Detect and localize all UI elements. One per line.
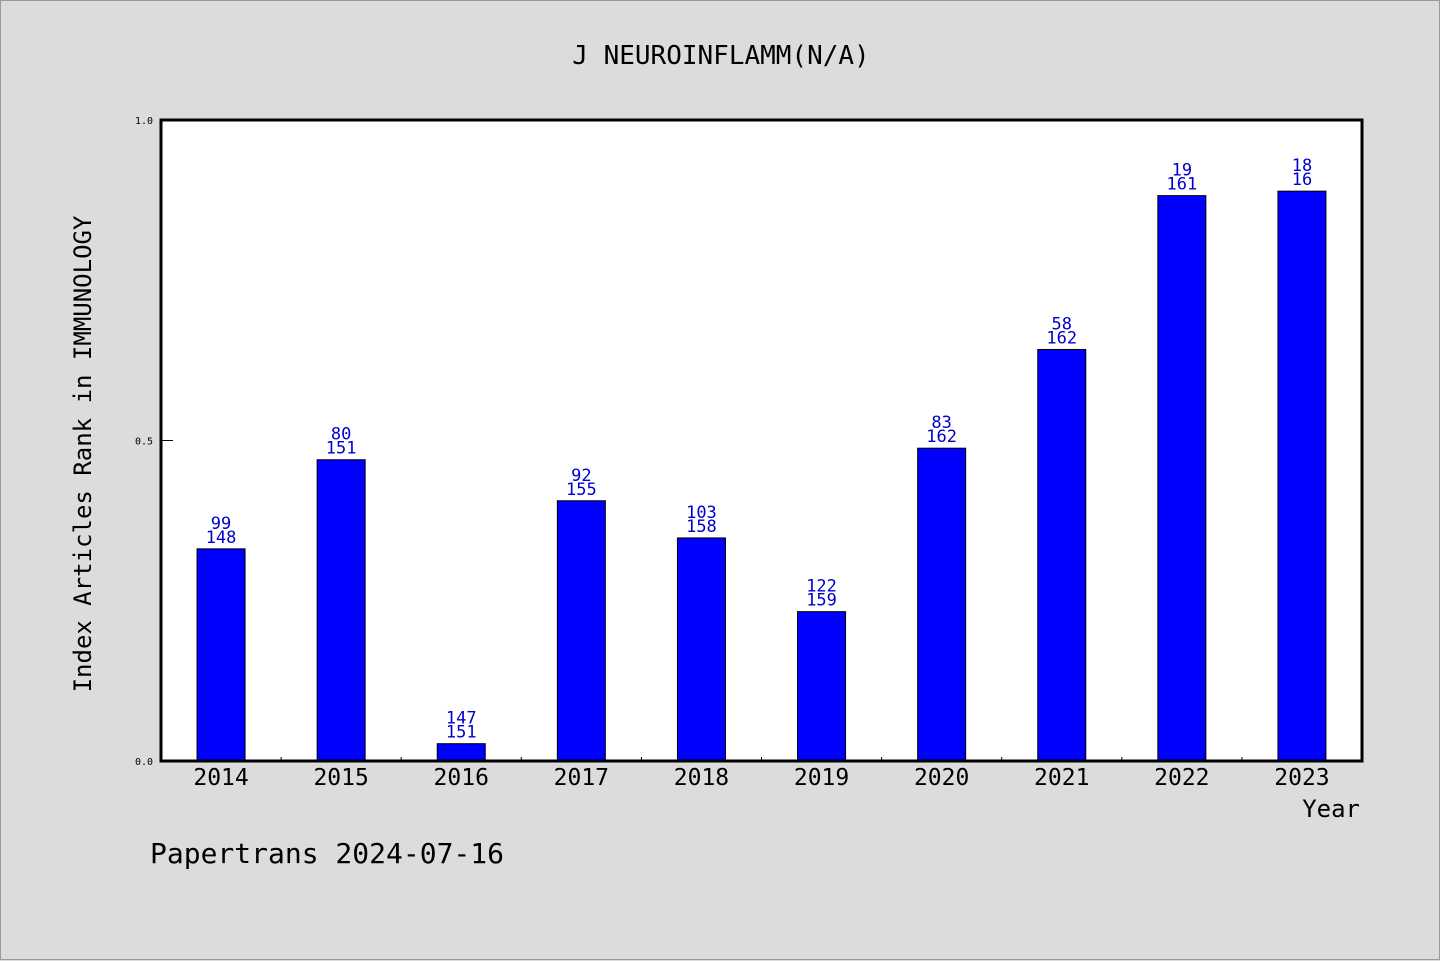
footer-credit: Papertrans 2024-07-16	[150, 837, 504, 870]
bar-label-top-2019: 122	[806, 577, 837, 597]
bar-2022	[1157, 195, 1207, 762]
bar-2017	[556, 500, 606, 762]
bar-label-bottom-2016: 151	[446, 723, 477, 743]
x-axis-label: Year	[1302, 795, 1360, 823]
bars-layer	[196, 190, 1327, 762]
bar-label-top-2023: 18	[1292, 156, 1312, 176]
y-tick-label: 0.0	[135, 757, 153, 768]
bar-2019	[797, 611, 847, 762]
ticks-layer: 2014 2015 2016 2017 2018 2019 2020 2021 2022 2023…	[135, 116, 1330, 791]
bar-label-bottom-2022: 161	[1166, 175, 1197, 195]
bar-label-bottom-2018: 158	[686, 517, 717, 537]
bar-label-top-2015: 80	[331, 425, 351, 445]
bar-2014	[196, 548, 246, 762]
bar-label-bottom-2021: 162	[1046, 328, 1077, 348]
bar-label-top-2020: 83	[931, 413, 951, 433]
x-tick-label-2016: 2016	[434, 765, 489, 791]
x-tick-label-2023: 2023	[1274, 765, 1329, 791]
x-tick-label-2015: 2015	[313, 765, 368, 791]
x-tick-label-2022: 2022	[1154, 765, 1209, 791]
bar-2023	[1277, 190, 1327, 762]
bar-2018	[676, 537, 726, 762]
bar-labels-layer: 9914880151147151921551031581221598316258…	[206, 156, 1313, 743]
bar-label-top-2016: 147	[446, 709, 477, 729]
x-tick-label-2017: 2017	[554, 765, 609, 791]
bar-label-bottom-2017: 155	[566, 480, 597, 500]
x-tick-label-2021: 2021	[1034, 765, 1089, 791]
x-tick-label-2019: 2019	[794, 765, 849, 791]
x-tick-label-2014: 2014	[193, 765, 248, 791]
bar-2016	[436, 743, 486, 762]
bar-label-bottom-2023: 16	[1292, 170, 1312, 190]
bar-2020	[917, 447, 967, 762]
bar-label-top-2018: 103	[686, 503, 717, 523]
x-tick-label-2020: 2020	[914, 765, 969, 791]
y-axis-label: Index Articles Rank in IMMUNOLOGY	[69, 215, 97, 692]
bar-label-bottom-2020: 162	[926, 427, 957, 447]
chart-title: J NEUROINFLAMM(N/A)	[572, 41, 869, 71]
bar-label-top-2017: 92	[571, 466, 591, 486]
y-tick-label: 0.5	[135, 437, 153, 448]
y-tick-label: 1.0	[135, 116, 153, 127]
bar-label-top-2014: 99	[211, 514, 231, 534]
bar-2015	[316, 459, 366, 762]
bar-label-bottom-2014: 148	[206, 528, 237, 548]
x-tick-label-2018: 2018	[674, 765, 729, 791]
bar-2021	[1037, 348, 1087, 762]
bar-label-top-2022: 19	[1172, 161, 1192, 181]
bar-label-bottom-2015: 151	[326, 439, 357, 459]
bar-label-top-2021: 58	[1052, 314, 1072, 334]
bar-label-bottom-2019: 159	[806, 591, 837, 611]
